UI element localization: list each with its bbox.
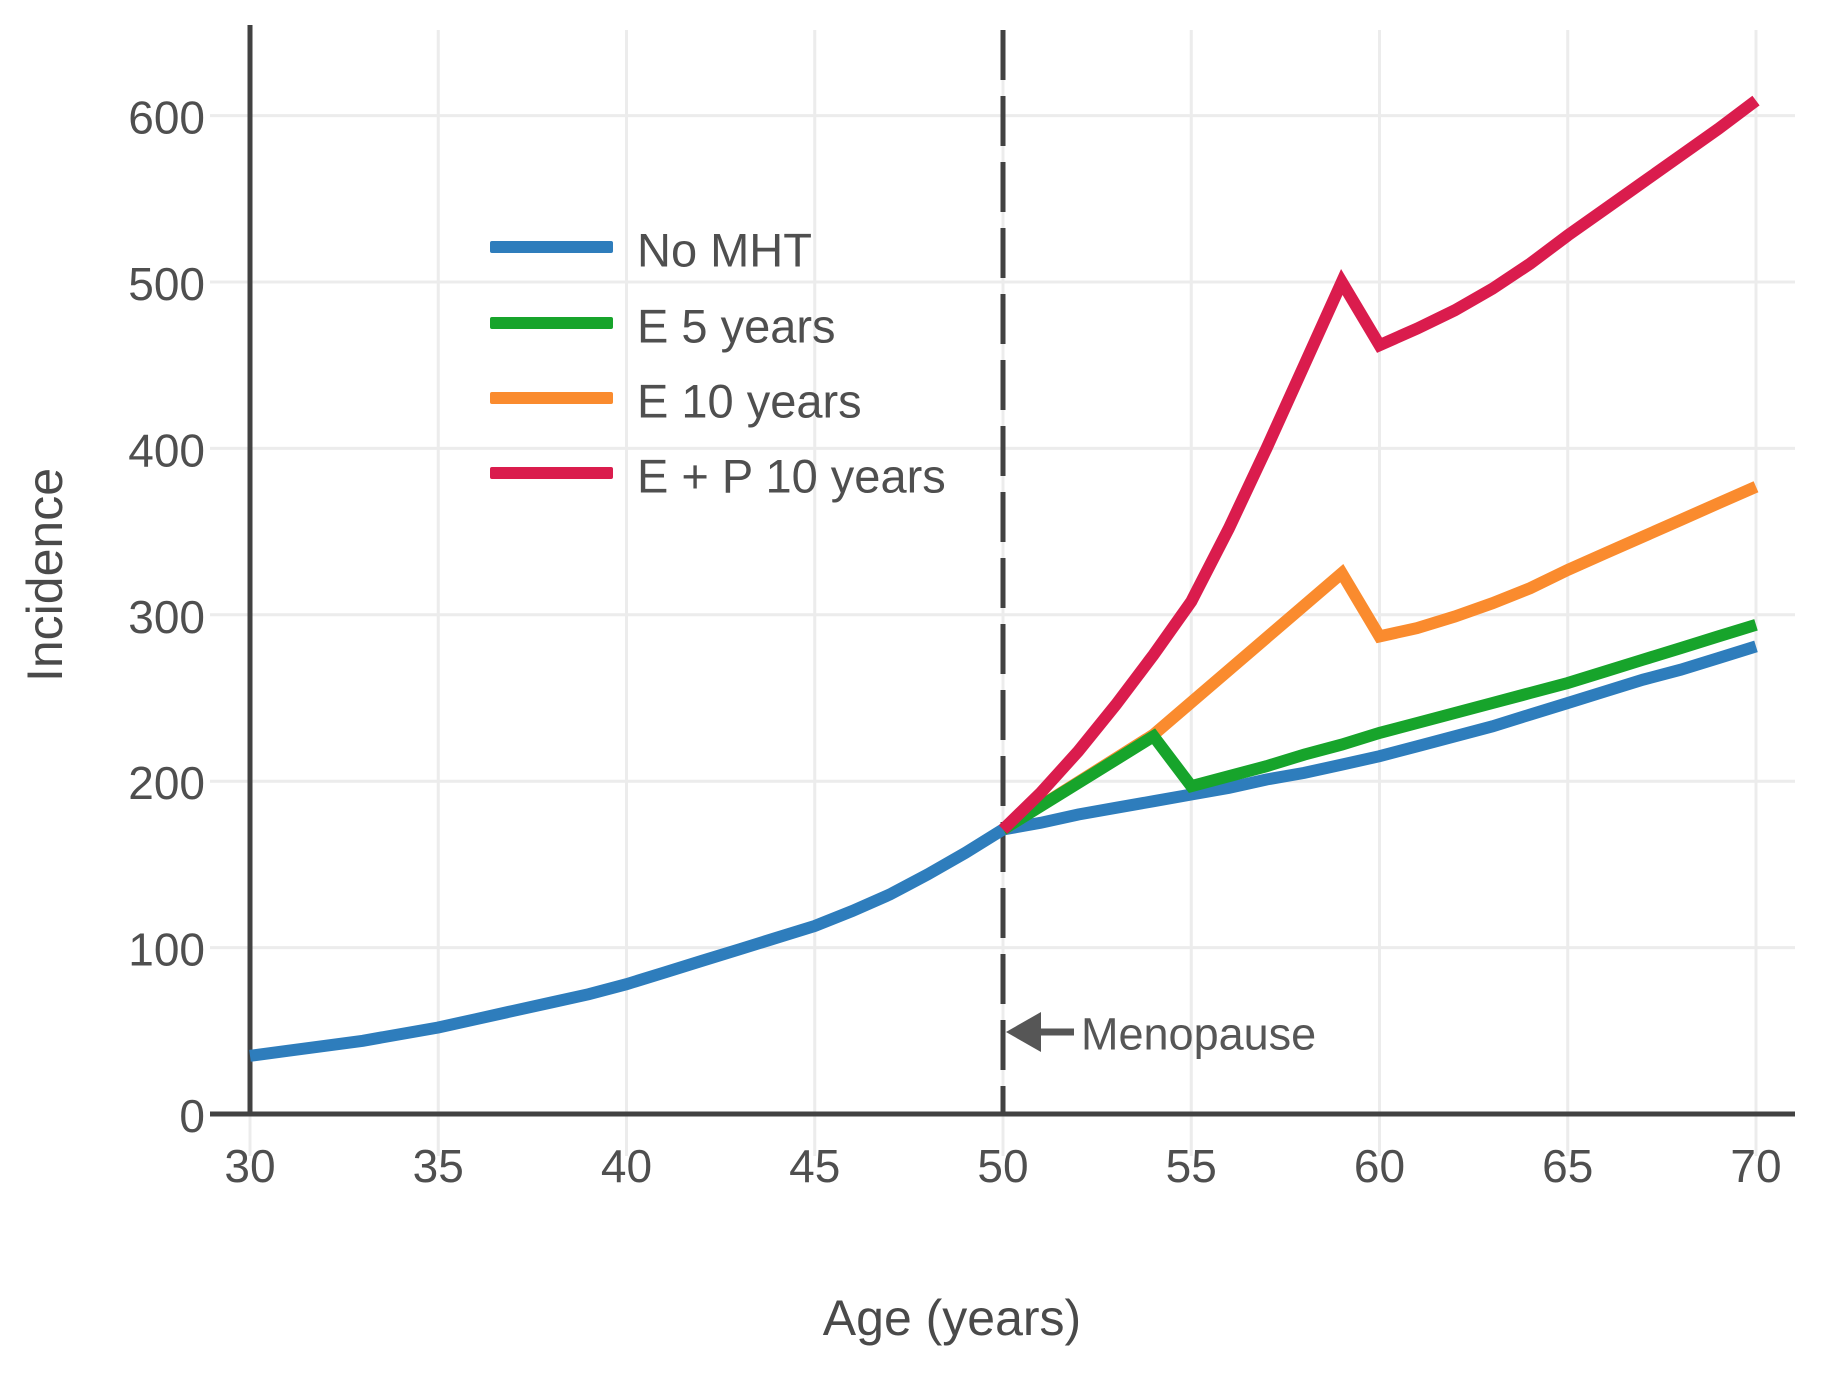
y-tick-labels: 0 100 200 300 400 500 600	[128, 92, 205, 1142]
x-tick-label: 60	[1354, 1140, 1405, 1192]
legend-label: No MHT	[637, 224, 812, 277]
y-tick-label: 300	[128, 591, 205, 643]
x-tick-label: 40	[601, 1140, 652, 1192]
legend-item: E 10 years	[490, 375, 862, 428]
legend-item: No MHT	[490, 224, 812, 277]
y-axis-title: Incidence	[17, 468, 73, 682]
series-line-e-10-years	[999, 481, 1759, 835]
legend-item: E + P 10 years	[490, 450, 946, 503]
legend-label: E 10 years	[637, 375, 862, 428]
y-tick-label: 600	[128, 92, 205, 144]
y-tick-label: 0	[179, 1090, 205, 1142]
y-tick-label: 400	[128, 424, 205, 476]
x-tick-label: 30	[224, 1140, 275, 1192]
left-arrow-icon	[1006, 1012, 1041, 1052]
x-tick-label: 35	[413, 1140, 464, 1192]
legend-swatch-e-5-years	[490, 317, 613, 329]
legend-label: E + P 10 years	[637, 450, 946, 503]
y-tick-label: 200	[128, 757, 205, 809]
x-tick-labels: 30 35 40 45 50 55 60 65 70	[224, 1140, 1781, 1192]
annotation-label: Menopause	[1081, 1009, 1316, 1060]
x-axis-title: Age (years)	[823, 1290, 1081, 1346]
x-tick-label: 55	[1166, 1140, 1217, 1192]
data-series	[249, 95, 1760, 1062]
menopause-annotation: Menopause	[1006, 1009, 1316, 1060]
x-tick-label: 50	[977, 1140, 1028, 1192]
series-line-e-5-years	[999, 619, 1758, 835]
legend: No MHT E 5 years E 10 years E + P 10 yea…	[490, 224, 946, 503]
legend-item: E 5 years	[490, 300, 836, 353]
y-tick-label: 500	[128, 258, 205, 310]
series-line-e-p-10-years	[998, 95, 1760, 834]
legend-swatch-e-10-years	[490, 392, 613, 404]
legend-swatch-no-mht	[490, 241, 613, 253]
x-tick-label: 70	[1730, 1140, 1781, 1192]
y-tick-label: 100	[128, 924, 205, 976]
x-tick-label: 65	[1542, 1140, 1593, 1192]
legend-label: E 5 years	[637, 300, 836, 353]
x-tick-label: 45	[789, 1140, 840, 1192]
legend-swatch-e-p-10-years	[490, 467, 613, 479]
